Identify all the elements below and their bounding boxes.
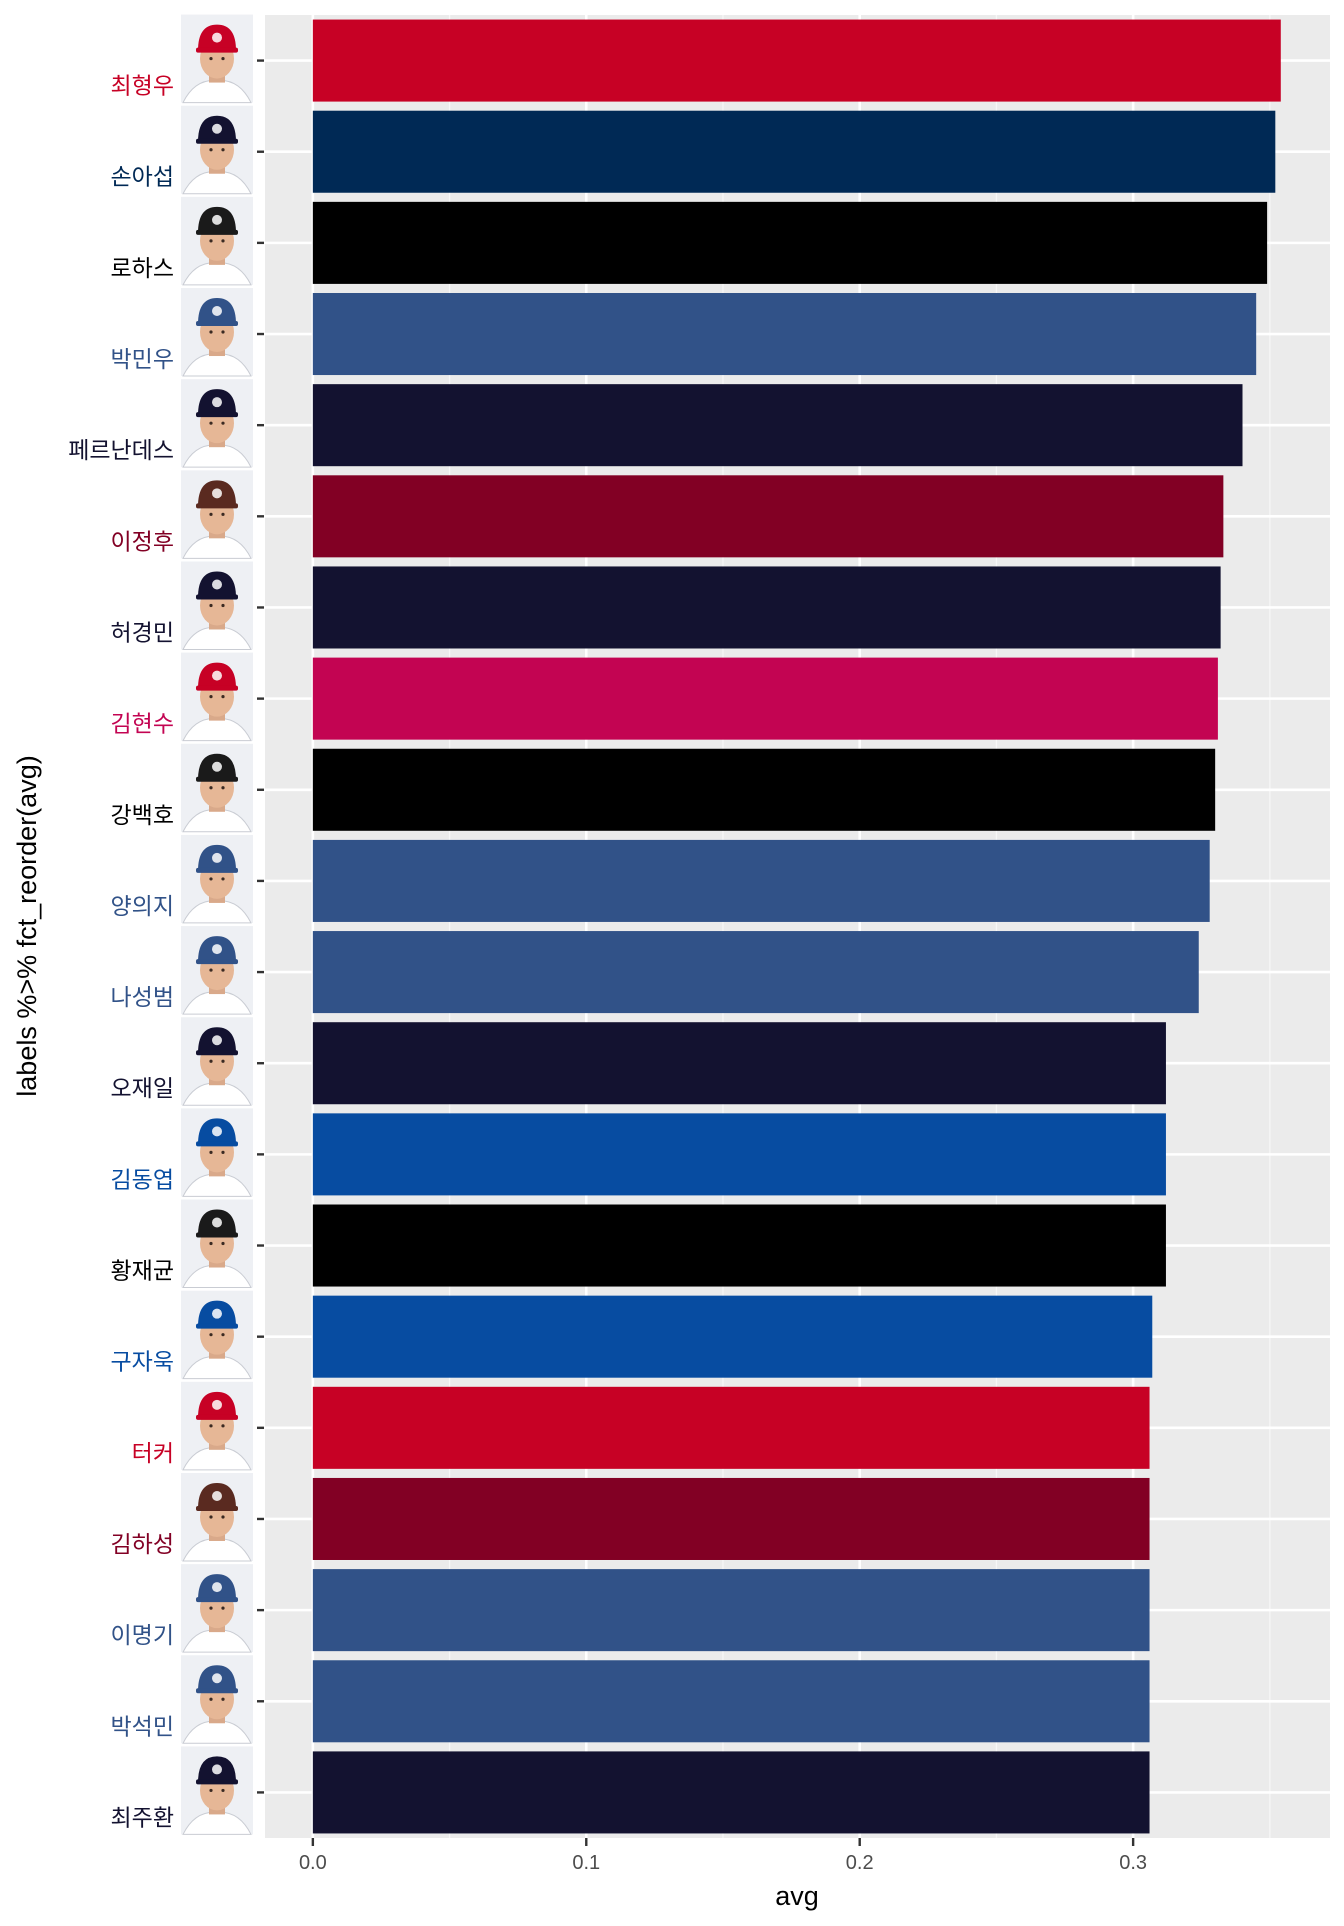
bar (312, 1022, 1166, 1105)
bar-group (312, 19, 1281, 1834)
bar (312, 839, 1210, 922)
x-tick-label: 0.2 (846, 1852, 874, 1874)
bar (312, 110, 1276, 193)
y-tick-label: 박석민 (111, 1714, 174, 1740)
player-avatar (181, 196, 253, 286)
bar (312, 566, 1221, 649)
bar (312, 1386, 1150, 1469)
y-tick-label: 손아섭 (111, 165, 174, 191)
x-tick-label: 0.0 (299, 1852, 327, 1874)
y-tick-label: 오재일 (111, 1076, 174, 1102)
player-avatar (181, 1017, 253, 1106)
y-tick-label: 허경민 (111, 620, 174, 646)
player-avatars (181, 14, 253, 1835)
bar (312, 293, 1257, 376)
y-tick-label: 황재균 (111, 1259, 174, 1285)
bar (312, 1569, 1150, 1652)
y-tick-label: 구자욱 (111, 1350, 174, 1376)
y-tick-label: 강백호 (111, 803, 174, 829)
player-avatar (181, 561, 253, 650)
y-tick-label: 나성범 (111, 985, 174, 1011)
y-axis-title: labels %>% fct_reorder(avg) (12, 755, 42, 1096)
player-avatar (181, 652, 253, 742)
player-avatar (181, 1564, 253, 1653)
y-tick-label: 로하스 (111, 256, 174, 282)
y-tick-label: 김현수 (111, 712, 174, 738)
player-avatar (181, 1290, 253, 1380)
bar (312, 657, 1218, 740)
y-tick-label: 터커 (132, 1441, 174, 1467)
bar (312, 931, 1199, 1014)
x-axis: 0.0 0.1 0.2 0.3 (299, 1838, 1147, 1874)
y-tick-label: 이명기 (111, 1623, 174, 1649)
y-axis-labels: 최형우손아섭로하스박민우페르난데스이정후허경민김현수강백호양의지나성범오재일김동… (68, 59, 264, 1831)
x-tick-label: 0.3 (1119, 1852, 1147, 1874)
bar (312, 1113, 1166, 1196)
bar (312, 1477, 1150, 1560)
y-tick-label: 이정후 (111, 529, 174, 555)
player-avatar (181, 926, 253, 1015)
player-avatar (181, 1199, 253, 1289)
y-tick-label: 김동엽 (111, 1167, 174, 1193)
player-avatar (181, 14, 253, 104)
bar (312, 1295, 1153, 1378)
y-tick-label: 페르난데스 (68, 438, 174, 464)
bar (312, 384, 1243, 467)
player-avatar (181, 105, 253, 195)
bar (312, 475, 1224, 558)
x-axis-title: avg (775, 1881, 819, 1911)
y-tick-label: 김하성 (111, 1532, 174, 1558)
player-avatar (181, 1746, 253, 1835)
y-tick-label: 양의지 (111, 894, 174, 920)
player-avatar (181, 288, 253, 377)
player-avatar (181, 1472, 253, 1562)
x-tick-label: 0.1 (572, 1852, 600, 1874)
panel-background (265, 15, 1330, 1838)
bar (312, 19, 1281, 102)
player-avatar (181, 1655, 253, 1744)
player-avatar (181, 470, 253, 559)
bar (312, 748, 1216, 831)
player-avatar (181, 379, 253, 468)
player-avatar (181, 1108, 253, 1197)
y-tick-label: 최형우 (111, 74, 174, 100)
bar (312, 1751, 1150, 1834)
y-tick-label: 최주환 (111, 1805, 174, 1831)
bar (312, 1204, 1166, 1287)
bar (312, 1660, 1150, 1743)
y-tick-label: 박민우 (111, 347, 174, 373)
player-avatar (181, 834, 253, 924)
player-avatar (181, 743, 253, 833)
bar (312, 201, 1268, 284)
player-avatar (181, 1381, 253, 1471)
